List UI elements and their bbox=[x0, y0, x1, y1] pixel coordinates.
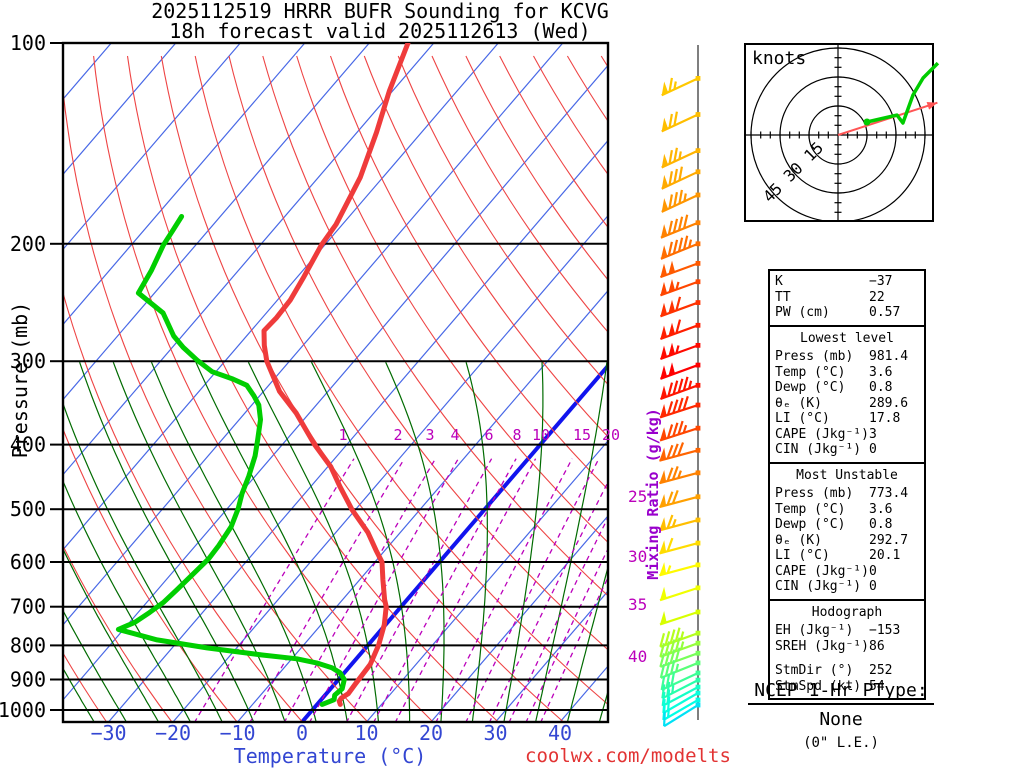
svg-text:20: 20 bbox=[602, 426, 620, 444]
svg-text:400: 400 bbox=[10, 433, 46, 457]
table-row: LI (°C) 17.8 bbox=[775, 411, 901, 426]
table-row: CAPE (Jkg⁻¹) 0 bbox=[775, 563, 877, 579]
svg-text:900: 900 bbox=[10, 668, 46, 692]
svg-text:3: 3 bbox=[425, 426, 434, 444]
indices-table: K −37 TT 22 PW (cm) 0.57 Lowest level Press (mb… bbox=[768, 269, 926, 700]
svg-text:8: 8 bbox=[512, 426, 521, 444]
svg-text:−20: −20 bbox=[155, 721, 191, 745]
storm-motion-arrowhead bbox=[926, 102, 938, 110]
svg-text:25: 25 bbox=[628, 487, 647, 506]
hodograph-trace bbox=[866, 61, 940, 125]
ptype-title: NCEP 1-Hr PType: bbox=[748, 680, 934, 705]
svg-text:40: 40 bbox=[548, 721, 572, 745]
table-row: EH (Jkg⁻¹) −153 bbox=[775, 623, 901, 638]
table-row: TT 22 bbox=[775, 289, 885, 305]
pressure-axis-label: Pressure (mb) bbox=[8, 301, 32, 459]
table-row: θₑ (K) 292.7 bbox=[775, 532, 909, 548]
svg-text:800: 800 bbox=[10, 633, 46, 657]
title-line-2: 18h forecast valid 2025112613 (Wed) bbox=[169, 19, 591, 43]
indices-section: Hodograph EH (Jkg⁻¹) −153 SREH (Jkg⁻¹) 86 Stm… bbox=[770, 598, 924, 699]
table-row: StmDir (°) 252 bbox=[775, 663, 893, 678]
pressure-tick-labels: 100 200 300 400 500 600 700 800 900 1000 bbox=[0, 31, 63, 722]
table-row: Press (mb) 773.4 bbox=[775, 486, 909, 501]
watermark: coolwx.com/modelts bbox=[525, 745, 731, 767]
svg-text:0: 0 bbox=[296, 721, 308, 745]
svg-text:500: 500 bbox=[10, 497, 46, 521]
ptype-detail: (0" L.E.) bbox=[803, 735, 879, 751]
dewpoint-curve bbox=[115, 214, 347, 707]
table-row: LI (°C) 20.1 bbox=[775, 548, 901, 563]
svg-text:300: 300 bbox=[10, 349, 46, 373]
moist-adiabat-lines bbox=[63, 361, 608, 722]
svg-text:30: 30 bbox=[483, 721, 507, 745]
row-gap bbox=[770, 654, 924, 663]
table-row: CAPE (Jkg⁻¹) 3 bbox=[775, 426, 877, 442]
section-header: Most Unstable bbox=[796, 467, 898, 483]
svg-text:−10: −10 bbox=[219, 721, 255, 745]
mixing-ratio-axis-label: Mixing Ratio (g/kg) bbox=[644, 408, 662, 580]
svg-text:2: 2 bbox=[393, 426, 402, 444]
table-row: Dewp (°C) 0.8 bbox=[775, 380, 893, 395]
table-row: Temp (°C) 3.6 bbox=[775, 364, 893, 380]
svg-text:6: 6 bbox=[484, 426, 493, 444]
ptype-block: NCEP 1-Hr PType: None (0" L.E.) bbox=[748, 680, 934, 751]
indices-section: Most Unstable Press (mb) 773.4 Temp (°C) 3.6… bbox=[770, 461, 924, 599]
isotherm-lines bbox=[63, 43, 608, 722]
svg-text:700: 700 bbox=[10, 595, 46, 619]
table-row: SREH (Jkg⁻¹) 86 bbox=[775, 638, 885, 654]
pressure-grid-lines bbox=[63, 42, 608, 711]
svg-text:200: 200 bbox=[10, 232, 46, 256]
svg-text:30: 30 bbox=[628, 547, 647, 566]
wind-barb-column bbox=[659, 45, 701, 728]
svg-text:1: 1 bbox=[338, 426, 347, 444]
table-row: Dewp (°C) 0.8 bbox=[775, 517, 893, 532]
ptype-value: None bbox=[819, 709, 863, 730]
dry-adiabat-lines bbox=[63, 55, 608, 722]
temperature-axis-label: Temperature (°C) bbox=[233, 744, 427, 768]
table-row: θₑ (K) 289.6 bbox=[775, 395, 909, 411]
hodograph-trace-start bbox=[863, 118, 871, 126]
title-line-1: 2025112519 HRRR BUFR Sounding for KCVG bbox=[151, 0, 609, 23]
svg-text:−30: −30 bbox=[90, 721, 126, 745]
indices-summary: K −37 TT 22 PW (cm) 0.57 bbox=[770, 271, 924, 325]
table-row: CIN (Jkg⁻¹) 0 bbox=[775, 442, 877, 457]
section-header: Hodograph bbox=[811, 604, 883, 620]
svg-text:35: 35 bbox=[628, 595, 647, 614]
table-row: Temp (°C) 3.6 bbox=[775, 501, 893, 517]
section-header: Lowest level bbox=[800, 330, 894, 346]
table-row: StmSpd (kt) 54 bbox=[775, 678, 885, 694]
svg-text:40: 40 bbox=[628, 647, 647, 666]
table-row: Press (mb) 981.4 bbox=[775, 349, 909, 364]
temperature-tick-labels: −30 −20 −10 0 10 20 30 40 bbox=[90, 721, 572, 745]
svg-text:10: 10 bbox=[354, 721, 378, 745]
chart-title: 2025112519 HRRR BUFR Sounding for KCVG 1… bbox=[8, 1, 752, 41]
mixing-ratio-lines bbox=[194, 458, 608, 722]
mixing-ratio-value-labels: 1 2 3 4 6 8 10 15 20 25 30 35 40 bbox=[338, 426, 647, 666]
table-row: CIN (Jkg⁻¹) 0 bbox=[775, 579, 877, 594]
table-row: K −37 bbox=[775, 274, 893, 289]
hodograph-units-label: knots bbox=[752, 48, 807, 69]
svg-text:600: 600 bbox=[10, 550, 46, 574]
svg-text:100: 100 bbox=[10, 31, 46, 55]
svg-text:10: 10 bbox=[532, 426, 550, 444]
indices-section: Lowest level Press (mb) 981.4 Temp (°C) 3.6 D… bbox=[770, 324, 924, 462]
svg-text:20: 20 bbox=[419, 721, 443, 745]
svg-text:4: 4 bbox=[450, 426, 459, 444]
temperature-curve bbox=[261, 43, 411, 707]
svg-text:1000: 1000 bbox=[0, 698, 46, 722]
plot-border bbox=[61, 41, 610, 724]
table-row: PW (cm) 0.57 bbox=[775, 305, 901, 320]
svg-text:15: 15 bbox=[573, 426, 591, 444]
